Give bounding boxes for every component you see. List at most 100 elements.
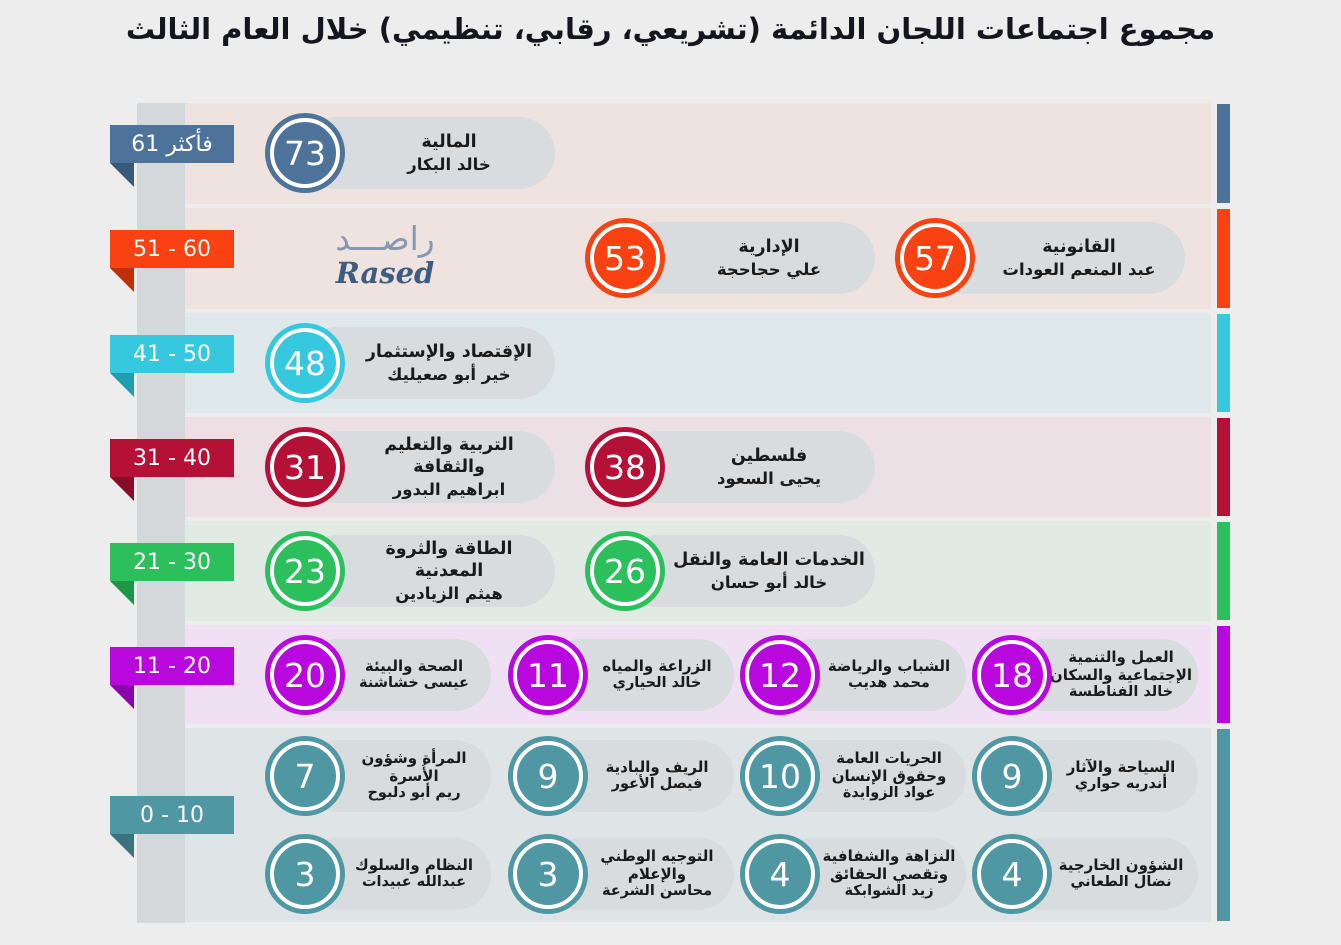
page-title: مجموع اجتماعات اللجان الدائمة (تشريعي، ر… (125, 12, 1216, 46)
range-ribbon: 11 - 20 (110, 647, 234, 709)
member-name: خالد الحياري (612, 675, 702, 692)
member-name: زيد الشوابكة (844, 883, 934, 900)
committee-name: التوجيه الوطني والإعلام (600, 846, 714, 884)
committee-name: الخدمات العامة والنقل (673, 549, 865, 570)
committee-item: 23 الطاقة والثروة المعدنية هيثم الزيادين (265, 531, 555, 611)
meetings-count-badge: 57 (895, 218, 975, 298)
committee-item: 57 القانونية عبد المنعم العودات (895, 218, 1185, 298)
meetings-count-badge: 26 (585, 531, 665, 611)
committee-item: 9 السياحة والآثار أندريه حواري (972, 736, 1198, 816)
row-color-bar (1217, 729, 1230, 921)
meetings-count-badge: 48 (265, 323, 345, 403)
member-name: يحيى السعود (716, 468, 822, 488)
range-row-51-60: 51 - 60 راصـــد Rased 53 الإدارية علي حج… (110, 208, 1230, 309)
member-name: خالد الفناطسة (1068, 684, 1174, 701)
member-name: علي حجاحجة (716, 259, 822, 279)
row-color-bar (1217, 522, 1230, 620)
member-name: هيثم الزيادين (395, 584, 503, 604)
committee-name: الصحة والبيئة (364, 657, 464, 675)
range-ribbon: 51 - 60 (110, 230, 234, 292)
range-ribbon: 61 فأكثر (110, 125, 234, 187)
range-row-11-20: 11 - 20 20 الصحة والبيئة عيسى خشاشنة 11 … (110, 625, 1230, 724)
committee-item: 53 الإدارية علي حجاحجة (585, 218, 875, 298)
meetings-count-badge: 3 (265, 834, 345, 914)
committee-name: فلسطين (730, 445, 808, 466)
committee-name: المالية (421, 131, 477, 152)
committee-item: 4 النزاهة والشفافية وتقصي الحقائق زيد ال… (740, 834, 966, 914)
meetings-count-badge: 12 (740, 635, 820, 715)
member-name: عبد المنعم العودات (1002, 259, 1156, 279)
member-name: عيسى خشاشنة (359, 675, 469, 692)
meetings-count-badge: 31 (265, 427, 345, 507)
member-name: خالد أبو حسان (710, 572, 828, 592)
committee-item: 11 الزراعة والمياه خالد الحياري (508, 635, 734, 715)
committee-name: الطاقة والثروة المعدنية (385, 538, 513, 582)
committee-item: 73 المالية خالد البكار (265, 113, 555, 193)
meetings-count-badge: 4 (972, 834, 1052, 914)
committee-name: النزاهة والشفافية وتقصي الحقائق (822, 846, 956, 884)
range-ribbon: 41 - 50 (110, 335, 234, 397)
member-name: ريم أبو دلبوح (367, 785, 461, 802)
meetings-count-badge: 10 (740, 736, 820, 816)
meetings-count-badge: 7 (265, 736, 345, 816)
member-name: ابراهيم البدور (392, 480, 506, 500)
committee-item: 20 الصحة والبيئة عيسى خشاشنة (265, 635, 491, 715)
member-name: عواد الزوايدة (842, 785, 936, 802)
committee-name: التربية والتعليم والثقافة (384, 434, 514, 478)
committee-name: الإقتصاد والإستثمار (365, 341, 533, 362)
committee-name: العمل والتنمية الإجتماعية والسكان (1049, 647, 1193, 685)
rased-logo-latin: Rased (335, 255, 435, 290)
meetings-count-badge: 23 (265, 531, 345, 611)
range-ribbon: 0 - 10 (110, 796, 234, 858)
committee-item: 18 العمل والتنمية الإجتماعية والسكان خال… (972, 635, 1198, 715)
committee-name: الريف والبادية (605, 758, 709, 776)
committee-item: 4 الشؤون الخارجية نضال الطعاني (972, 834, 1198, 914)
committee-item: 3 التوجيه الوطني والإعلام محاسن الشرعة (508, 834, 734, 914)
range-ribbon: 31 - 40 (110, 439, 234, 501)
member-name: خالد البكار (407, 154, 491, 174)
committee-item: 3 النظام والسلوك عبدالله عبيدات (265, 834, 491, 914)
rased-logo: راصـــد Rased (290, 220, 480, 290)
member-name: أندريه حواري (1074, 776, 1168, 793)
committee-name: الشباب والرياضة (827, 657, 951, 675)
committee-item: 12 الشباب والرياضة محمد هديب (740, 635, 966, 715)
row-color-bar (1217, 626, 1230, 723)
rased-logo-arabic: راصـــد (335, 219, 435, 258)
member-name: فيصل الأعور (611, 776, 703, 793)
meetings-count-badge: 9 (972, 736, 1052, 816)
committee-name: المرأة وشؤون الأُسرة (361, 748, 467, 786)
meetings-count-badge: 20 (265, 635, 345, 715)
meetings-count-badge: 53 (585, 218, 665, 298)
range-row-21-30: 21 - 30 23 الطاقة والثروة المعدنية هيثم … (110, 521, 1230, 621)
member-name: محاسن الشرعة (601, 883, 713, 900)
meetings-count-badge: 38 (585, 427, 665, 507)
committee-item: 48 الإقتصاد والإستثمار خير أبو صعيليك (265, 323, 555, 403)
committee-item: 26 الخدمات العامة والنقل خالد أبو حسان (585, 531, 875, 611)
committee-name: الإدارية (738, 236, 800, 257)
member-name: عبدالله عبيدات (361, 874, 467, 891)
committee-name: الحريات العامة وحقوق الإنسان (831, 748, 947, 786)
row-color-bar (1217, 418, 1230, 516)
row-color-bar (1217, 314, 1230, 412)
committee-item: 10 الحريات العامة وحقوق الإنسان عواد الز… (740, 736, 966, 816)
committee-name: الشؤون الخارجية (1058, 856, 1184, 874)
range-row-41-50: 41 - 50 48 الإقتصاد والإستثمار خير أبو ص… (110, 313, 1230, 413)
committee-item: 7 المرأة وشؤون الأُسرة ريم أبو دلبوح (265, 736, 491, 816)
committee-item: 38 فلسطين يحيى السعود (585, 427, 875, 507)
committee-item: 31 التربية والتعليم والثقافة ابراهيم الب… (265, 427, 555, 507)
meetings-count-badge: 73 (265, 113, 345, 193)
range-row-0-10: 0 - 10 7 المرأة وشؤون الأُسرة ريم أبو دل… (110, 728, 1230, 922)
member-name: نضال الطعاني (1070, 874, 1172, 891)
row-color-bar (1217, 209, 1230, 308)
meetings-count-badge: 9 (508, 736, 588, 816)
range-row-31-40: 31 - 40 31 التربية والتعليم والثقافة ابر… (110, 417, 1230, 517)
committee-item: 9 الريف والبادية فيصل الأعور (508, 736, 734, 816)
row-color-bar (1217, 104, 1230, 203)
committee-name: النظام والسلوك (355, 856, 473, 874)
member-name: محمد هديب (848, 675, 930, 692)
committee-name: القانونية (1042, 236, 1116, 257)
meetings-count-badge: 18 (972, 635, 1052, 715)
meetings-count-badge: 11 (508, 635, 588, 715)
meetings-count-badge: 4 (740, 834, 820, 914)
